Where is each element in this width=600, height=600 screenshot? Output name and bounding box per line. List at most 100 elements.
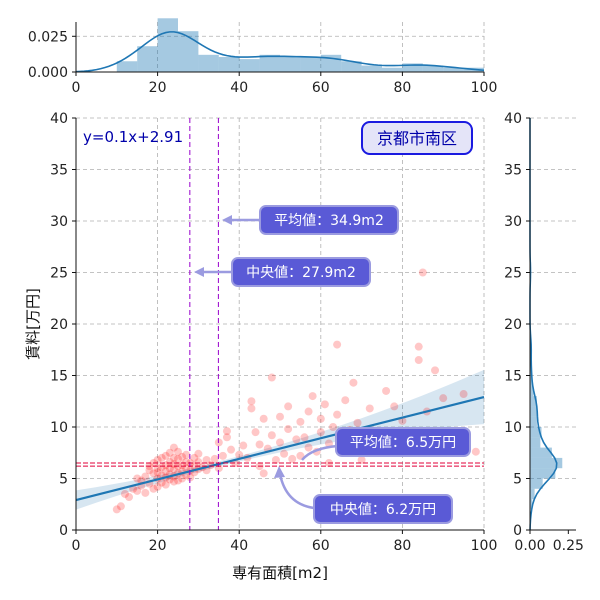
data-point — [174, 454, 182, 463]
data-point — [165, 458, 174, 467]
rent-median-arrow — [278, 473, 315, 510]
right-histogram-bar — [530, 478, 543, 489]
data-point — [276, 438, 284, 447]
y-tick-label: 5 — [59, 472, 68, 488]
data-point — [239, 441, 248, 450]
y-axis-label: 賃料[万円] — [24, 288, 42, 360]
data-point — [280, 449, 289, 458]
main-scatter-plot: 0 20 40 60 80 100 0 5 10 15 20 25 30 35 40 y=0.1x+2.91… — [24, 111, 497, 582]
data-point — [182, 458, 191, 467]
right-y-tick-label: 10 — [504, 420, 522, 436]
top-histogram-bar — [300, 56, 321, 72]
data-point — [439, 394, 448, 403]
y-tick-label: 25 — [50, 266, 68, 282]
data-point — [341, 396, 350, 405]
data-point — [418, 268, 427, 277]
data-point — [247, 404, 256, 413]
data-point — [133, 474, 142, 483]
data-point — [300, 433, 309, 442]
data-point — [157, 453, 166, 462]
data-point — [157, 463, 166, 472]
data-point — [169, 477, 178, 486]
data-point — [218, 451, 227, 460]
data-point — [153, 482, 162, 491]
top-histogram-bar — [259, 54, 280, 72]
data-point — [320, 400, 329, 409]
data-point — [353, 418, 362, 427]
top-y-tick-label: 0.000 — [28, 65, 68, 81]
area-mean-box — [259, 205, 399, 235]
right-y-tick-label: 0 — [513, 523, 522, 539]
data-point — [161, 480, 170, 489]
right-y-tick-label: 15 — [504, 369, 522, 385]
right-x-tick-label: 0.25 — [553, 538, 584, 554]
data-point — [259, 414, 268, 423]
right-histogram-bar — [530, 375, 533, 386]
data-point — [349, 378, 358, 387]
chart-title: 京都市南区 — [377, 129, 457, 148]
data-point — [333, 410, 342, 419]
top-x-tick-label: 80 — [393, 80, 411, 96]
top-kde-curve — [75, 31, 485, 73]
top-histogram-bar — [116, 61, 138, 72]
right-histogram-bar — [530, 457, 563, 469]
data-point — [382, 386, 391, 395]
data-point — [296, 417, 305, 426]
area-mean-label: 平均値：34.9m2 — [274, 213, 384, 229]
data-point — [112, 505, 121, 514]
x-tick-label: 40 — [230, 538, 248, 554]
right-histogram-bar — [530, 396, 537, 407]
data-point — [125, 493, 134, 502]
data-point — [251, 428, 260, 437]
data-point — [141, 488, 150, 497]
data-point — [116, 502, 125, 511]
right-y-tick-label: 5 — [513, 472, 522, 488]
top-histogram-bar — [218, 56, 240, 72]
top-histogram-bar — [382, 67, 403, 72]
right-histogram-bar — [530, 385, 534, 397]
data-point — [222, 433, 231, 442]
top-histogram-bar — [402, 63, 423, 72]
top-marginal-plot: 0 20 40 60 80 100 0.000 0.025 — [28, 18, 497, 96]
data-point — [202, 455, 211, 464]
data-point — [178, 452, 187, 461]
right-histogram-bar — [530, 488, 535, 500]
rent-median-annotation: 中央値：6.2万円 — [274, 466, 453, 524]
data-point — [365, 404, 374, 413]
data-point — [316, 414, 325, 423]
data-point — [190, 453, 199, 462]
data-point — [153, 455, 162, 464]
data-point — [145, 466, 154, 475]
y-tick-label: 15 — [50, 369, 68, 385]
top-histogram-bar — [239, 59, 260, 72]
data-point — [267, 373, 276, 382]
data-point — [161, 451, 170, 460]
right-histogram-bar — [530, 416, 537, 427]
data-point — [149, 484, 158, 493]
top-marginal-background — [76, 22, 484, 72]
data-point — [120, 489, 129, 498]
area-mean-annotation: 平均値：34.9m2 — [222, 205, 399, 235]
data-point — [267, 431, 276, 440]
right-histogram-bar — [530, 427, 542, 438]
area-median-label: 中央値：27.9m2 — [246, 265, 356, 281]
data-point — [210, 454, 219, 463]
data-point — [161, 467, 170, 476]
data-point — [194, 449, 203, 458]
data-point — [149, 469, 158, 478]
rent-median-label: 中央値：6.2万円 — [330, 502, 436, 518]
right-histogram-bar — [530, 447, 552, 458]
data-point — [169, 465, 178, 474]
data-point — [182, 450, 191, 459]
data-point — [153, 468, 162, 477]
x-tick-label: 80 — [393, 538, 411, 554]
data-point — [235, 450, 244, 459]
x-tick-label: 20 — [149, 538, 167, 554]
data-point — [247, 397, 256, 406]
top-histogram-bar — [280, 56, 301, 72]
data-point — [284, 402, 293, 411]
data-point — [329, 423, 338, 431]
data-point — [271, 455, 280, 464]
data-point — [174, 447, 182, 456]
regression-equation: y=0.1x+2.91 — [83, 128, 183, 146]
